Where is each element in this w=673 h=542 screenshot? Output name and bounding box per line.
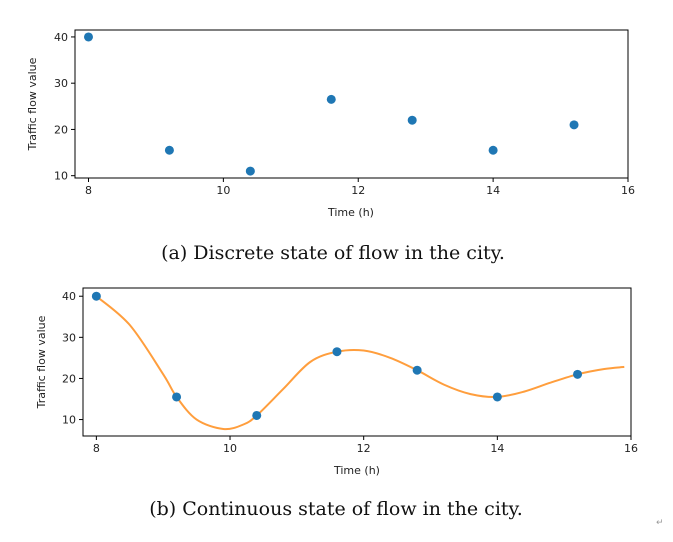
y-axis-label-b: Traffic flow value	[35, 315, 48, 409]
y-tick-label: 20	[62, 372, 76, 385]
paragraph-mark: ↵	[656, 518, 664, 528]
y-tick-label: 10	[62, 414, 76, 427]
scatter-points-a	[83, 32, 579, 176]
y-tick-label: 10	[54, 170, 68, 183]
data-point	[332, 347, 342, 357]
x-tick-label: 16	[621, 184, 635, 197]
x-tick-label: 10	[223, 442, 237, 455]
data-point	[488, 145, 498, 155]
y-tick-label: 30	[54, 77, 68, 90]
panel-b: 8 10 12 14 16 10 20 30 40 Time (h) Traffic flow…	[35, 287, 638, 520]
data-point	[172, 392, 182, 402]
x-tick-label: 16	[624, 442, 638, 455]
x-axis-label-a: Time (h)	[327, 206, 374, 219]
data-point	[91, 291, 101, 301]
y-tick-label: 30	[62, 331, 76, 344]
panel-a: 8 10 12 14 16 10 20 30 40 Time (h) Traffic flow…	[26, 29, 635, 264]
data-point	[412, 365, 422, 375]
x-tick-label: 8	[85, 184, 92, 197]
plot-frame-a	[74, 29, 629, 179]
x-tick-label: 12	[351, 184, 365, 197]
y-ticks-b: 10 20 30 40	[62, 290, 83, 427]
data-point	[407, 115, 417, 125]
y-ticks-a: 10 20 30 40	[54, 31, 75, 183]
caption-b: (b) Continuous state of flow in the city…	[149, 498, 523, 520]
x-tick-label: 10	[216, 184, 230, 197]
data-point	[492, 392, 502, 402]
x-ticks-a: 8 10 12 14 16	[85, 178, 635, 197]
data-point	[83, 32, 93, 42]
data-point	[573, 369, 583, 379]
y-axis-label-a: Traffic flow value	[26, 57, 39, 151]
data-point	[326, 94, 336, 104]
x-tick-label: 14	[490, 442, 504, 455]
scatter-points-b	[91, 291, 583, 420]
x-tick-label: 14	[486, 184, 500, 197]
continuous-curve-b	[95, 295, 625, 431]
y-tick-label: 20	[54, 123, 68, 136]
data-point	[164, 145, 174, 155]
x-tick-label: 8	[93, 442, 100, 455]
y-tick-label: 40	[54, 31, 68, 44]
x-ticks-b: 8 10 12 14 16	[93, 436, 638, 455]
data-point	[252, 410, 262, 420]
data-point	[569, 120, 579, 130]
plot-frame-b	[82, 287, 632, 437]
x-axis-label-b: Time (h)	[333, 464, 380, 477]
y-tick-label: 40	[62, 290, 76, 303]
caption-a: (a) Discrete state of flow in the city.	[161, 242, 505, 264]
x-tick-label: 12	[357, 442, 371, 455]
data-point	[245, 166, 255, 176]
